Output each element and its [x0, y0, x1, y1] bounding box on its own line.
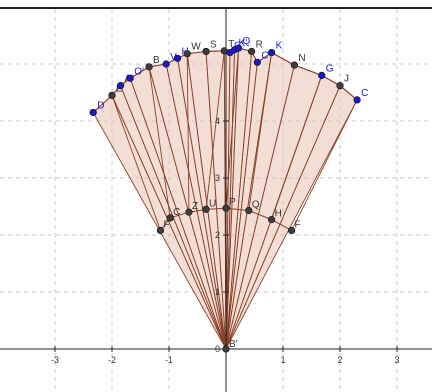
point-label: F [295, 219, 301, 230]
point-label: V [170, 52, 177, 63]
point-v[interactable] [162, 60, 170, 68]
outer-arc-segment [339, 85, 358, 101]
point-label: T [228, 39, 234, 50]
point-r[interactable] [248, 47, 256, 56]
point-f[interactable] [287, 226, 296, 235]
point-label: H [275, 209, 282, 220]
point-label: D [97, 100, 104, 111]
outer-arc-segment [129, 66, 150, 79]
point-label: C [361, 88, 368, 99]
point-w[interactable] [183, 50, 191, 58]
point-label: O' [134, 66, 144, 77]
x-tick-label: 2 [337, 355, 342, 365]
point-p[interactable] [222, 204, 230, 212]
point-label: J [344, 74, 349, 85]
point-label: Q [243, 36, 251, 47]
fan-segment [148, 66, 171, 218]
point-label: U [209, 198, 216, 209]
point-q[interactable] [234, 44, 243, 52]
point-q[interactable] [245, 206, 253, 215]
x-tick-label: -3 [51, 355, 59, 365]
outer-arc-segment [294, 64, 322, 76]
x-tick-label: 3 [394, 355, 399, 365]
point-label: S [210, 39, 217, 50]
coordinate-axes: -3 -2 -1 1 2 3 0 1 2 3 4 [0, 9, 432, 392]
point-label: W [191, 42, 201, 53]
point-label: B' [229, 339, 238, 350]
fan-segment [271, 75, 323, 220]
y-tick-label: 3 [215, 173, 220, 183]
outer-arc-segment [271, 52, 295, 66]
point-bprime[interactable] [222, 345, 230, 353]
x-tick-label: -2 [108, 355, 116, 365]
point-oprime[interactable] [126, 74, 134, 82]
y-tick-label: 1 [215, 287, 220, 297]
point-c[interactable] [166, 214, 174, 222]
inner-arc-segment [271, 219, 292, 231]
point-label: R [256, 39, 263, 50]
point-g[interactable] [318, 71, 326, 80]
point-f[interactable] [156, 226, 165, 235]
point-e[interactable] [108, 91, 116, 99]
point-label: P [229, 197, 236, 208]
x-tick-label: -1 [165, 355, 173, 365]
point-b[interactable] [145, 63, 153, 71]
inner-arc-segment [225, 207, 249, 211]
fan-segment [186, 53, 190, 213]
point-j[interactable] [336, 82, 344, 90]
outer-arc-segment [92, 94, 113, 113]
y-tick-label: 0 [215, 344, 220, 354]
point-k[interactable] [268, 48, 276, 57]
point-z[interactable] [185, 208, 193, 216]
point-label: Z [192, 201, 198, 212]
fan-triangles [92, 47, 358, 350]
fan-segment [225, 48, 239, 209]
point-label: C [173, 207, 180, 218]
point-h[interactable] [268, 216, 276, 224]
point-aprime[interactable] [116, 82, 125, 90]
point-label: G [326, 63, 334, 74]
point-label: C' [261, 50, 270, 61]
point-label: K' [239, 38, 248, 49]
top-toolbar-border [0, 0, 432, 9]
fan-segment [111, 95, 161, 231]
point-h[interactable] [173, 54, 182, 62]
fan-segment [205, 50, 225, 210]
inner-arc-segment [248, 210, 272, 221]
point-cprime[interactable] [253, 58, 261, 66]
point-label: F [163, 219, 169, 230]
point-label: N [298, 53, 305, 64]
x-tick-label: 1 [280, 355, 285, 365]
y-tick-label: 4 [215, 116, 220, 126]
point-c[interactable] [353, 96, 361, 104]
fan-segment [248, 52, 273, 211]
point-label: K [276, 41, 283, 52]
point-u[interactable] [202, 205, 210, 213]
y-tick-label: 2 [215, 230, 220, 240]
point-d[interactable] [89, 108, 97, 117]
point-s[interactable] [202, 47, 210, 56]
point-label: B [153, 55, 160, 66]
point-label: Q [252, 199, 260, 210]
fan-segment [291, 99, 358, 231]
point-n[interactable] [290, 61, 299, 69]
